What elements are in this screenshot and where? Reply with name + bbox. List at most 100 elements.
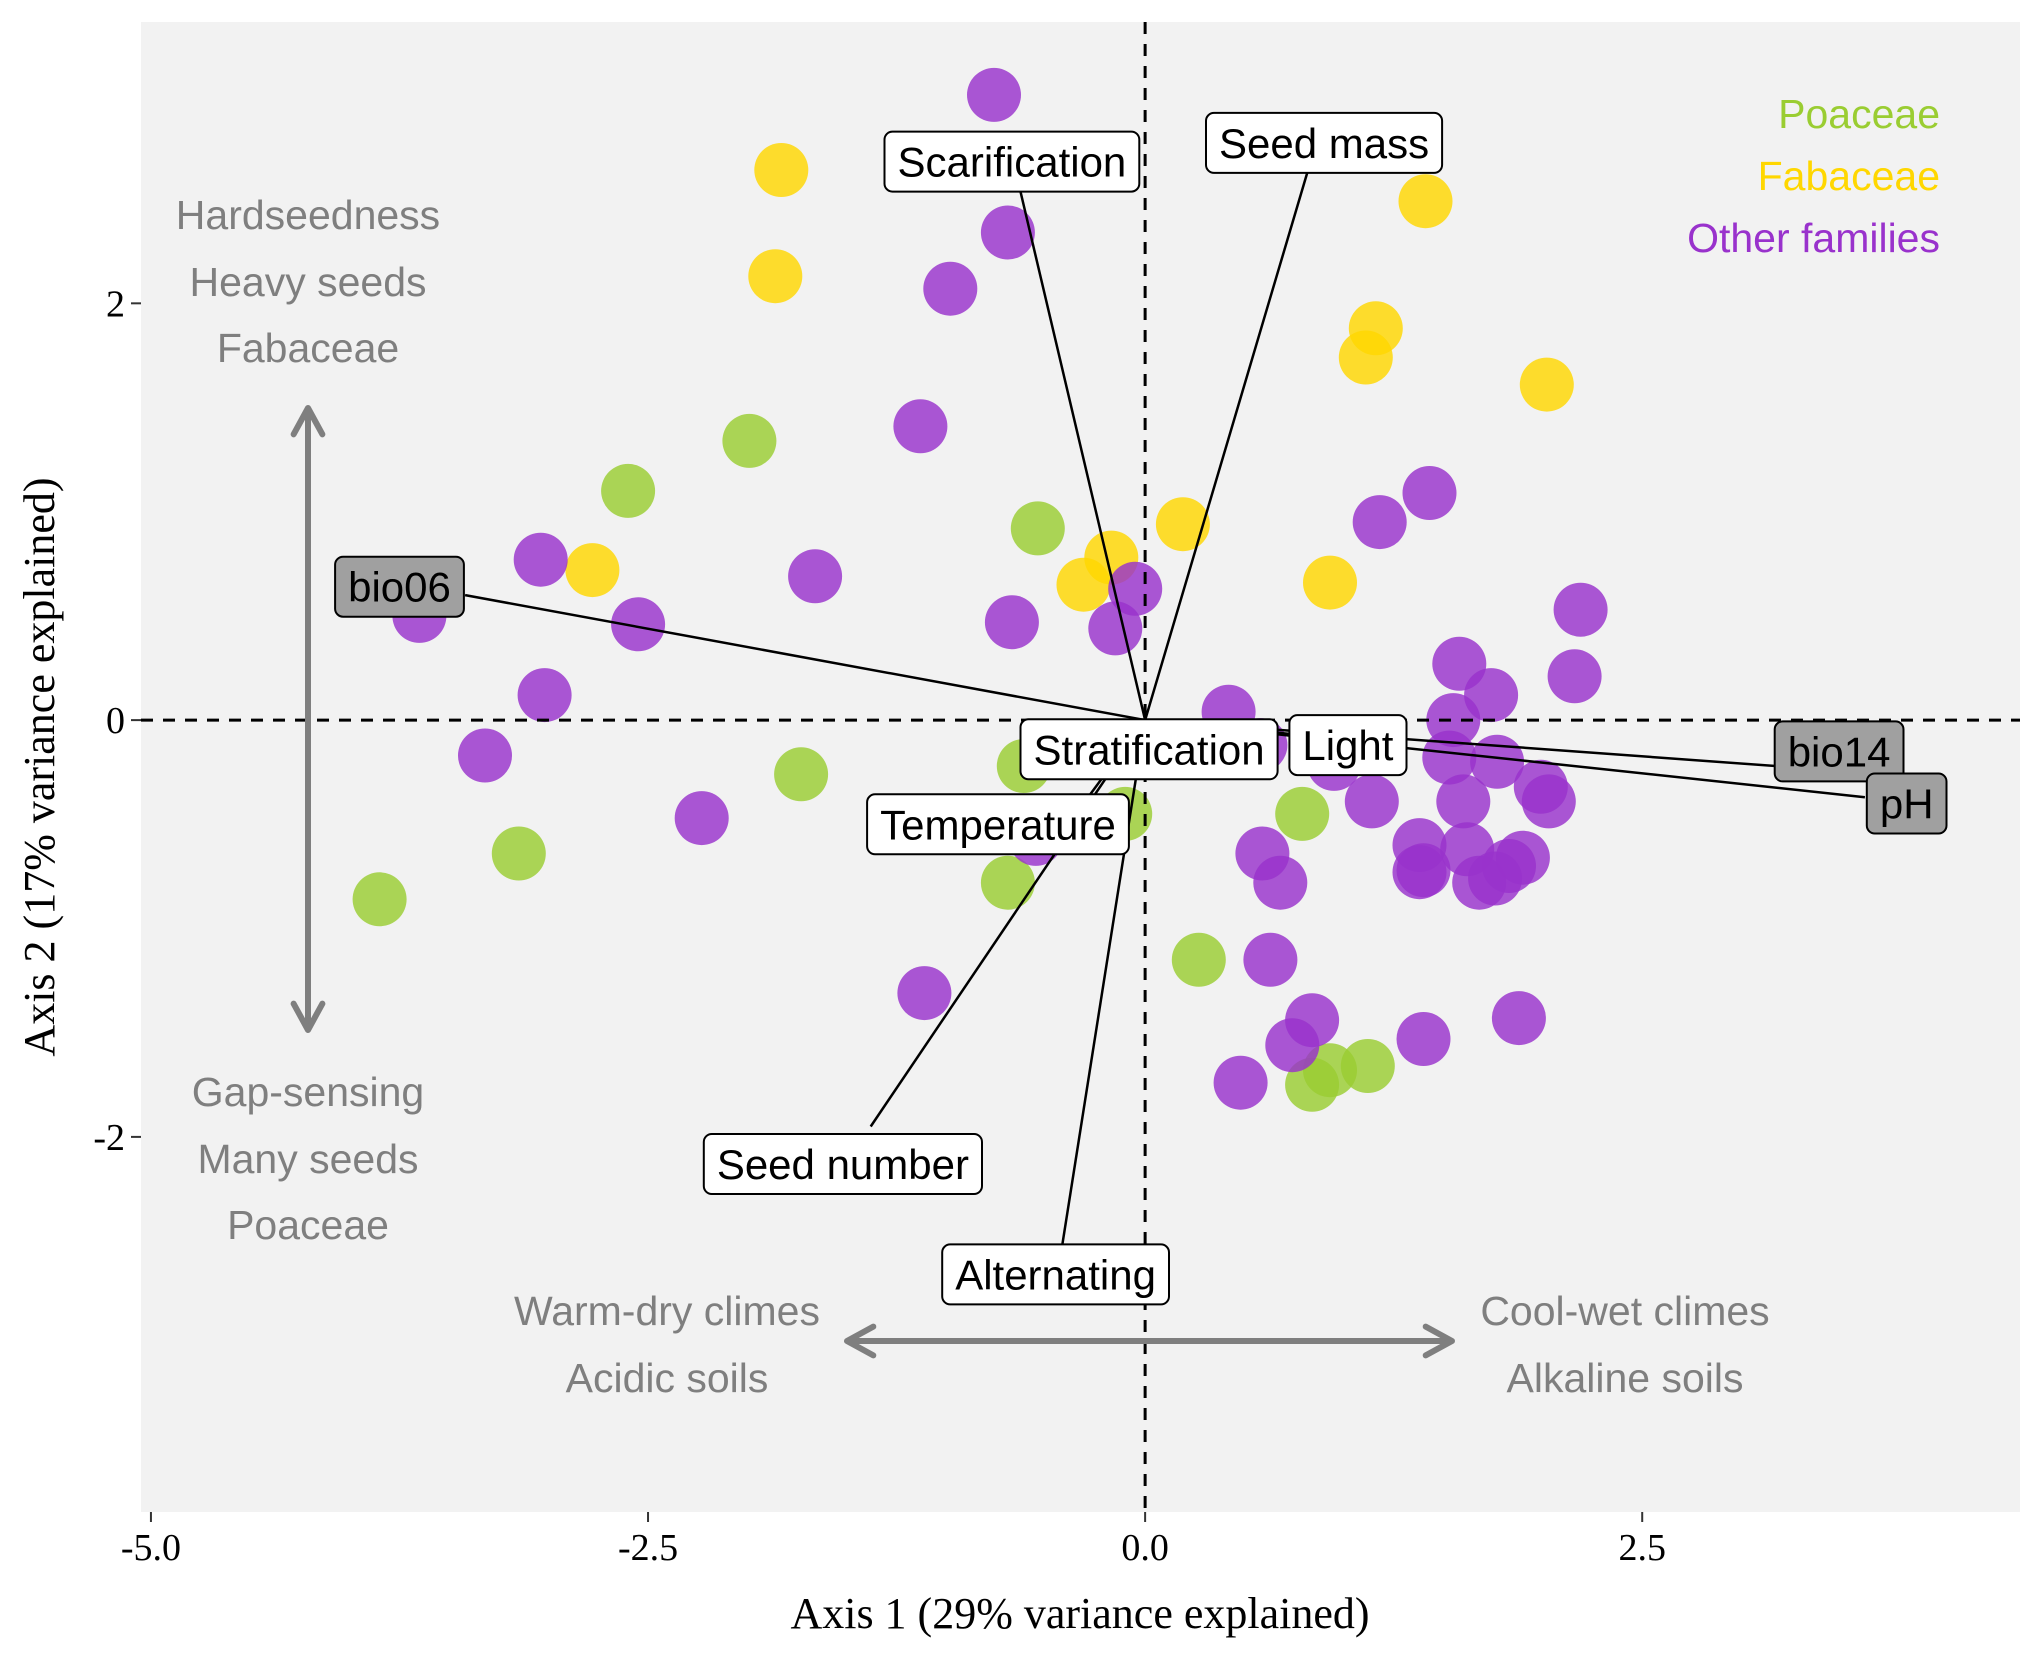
vector-label-stratification: Stratification [1034, 726, 1265, 773]
vector-label-box-bio06 [334, 555, 465, 618]
vector-label-ph: pH [1880, 781, 1934, 828]
legend-item-fabaceae: Fabaceae [1758, 153, 1940, 199]
point-poaceae [601, 463, 656, 518]
x-tick-label: 2.5 [1618, 1527, 1666, 1569]
legend-item-other-families: Other families [1687, 215, 1940, 261]
annotation-bottom-center-right-line: Alkaline soils [1507, 1355, 1744, 1401]
points-layer [352, 67, 1608, 1112]
point-other-families [1352, 495, 1407, 550]
x-tick-label: -2.5 [618, 1527, 678, 1569]
legend: Poaceae Fabaceae Other families [1687, 91, 1940, 261]
vector-label-temperature: Temperature [880, 801, 1116, 848]
legend-item-poaceae: Poaceae [1778, 91, 1940, 137]
point-fabaceae [1398, 174, 1453, 229]
point-other-families [1344, 774, 1399, 829]
point-poaceae [980, 855, 1035, 910]
annotation-top-left-line: Fabaceae [217, 325, 399, 371]
point-poaceae [1010, 501, 1065, 556]
vector-label-alternating: Alternating [955, 1251, 1156, 1298]
vector-label-box-bio14 [1773, 720, 1905, 783]
point-other-families [1108, 561, 1163, 616]
point-other-families [897, 966, 952, 1021]
point-fabaceae [754, 143, 809, 197]
point-fabaceae [1519, 357, 1574, 412]
point-fabaceae [1338, 330, 1393, 385]
point-other-families [1547, 649, 1602, 704]
point-fabaceae [1056, 557, 1111, 612]
point-other-families [1392, 845, 1447, 900]
point-fabaceae [565, 543, 620, 598]
annotation-bottom-center-left-line: Warm-dry climes [514, 1288, 820, 1334]
annotations: Hardseedness Heavy seeds Fabaceae Gap-sensi… [176, 192, 1770, 1401]
point-poaceae [722, 413, 777, 468]
annotation-bottom-left-line: Gap-sensing [192, 1069, 424, 1115]
annotation-bottom-center-left-line: Acidic soils [566, 1355, 769, 1401]
point-fabaceae [748, 249, 803, 304]
vector-label-bio14: bio14 [1788, 728, 1891, 775]
point-other-families [1470, 734, 1525, 789]
vector-line-seed-number [869, 719, 1147, 1128]
point-poaceae [1171, 932, 1226, 987]
point-other-families [1521, 774, 1576, 829]
point-other-families [923, 261, 978, 316]
point-other-families [1402, 466, 1457, 520]
vector-label-scarification: Scarification [898, 139, 1127, 186]
x-tick-label: -5.0 [121, 1527, 181, 1569]
point-poaceae [774, 747, 829, 802]
vector-label-box-ph [1865, 772, 1948, 835]
point-other-families [1491, 991, 1546, 1046]
axes: -5.0 -2.5 0.0 2.5 2 0 -2 [93, 283, 1666, 1569]
vector-label-box-temperature [866, 793, 1130, 856]
y-tick-label: 0 [106, 700, 125, 742]
x-tick-label: 0.0 [1121, 1527, 1169, 1569]
horizontal-double-arrow-head [1422, 1323, 1455, 1359]
point-other-families [1253, 855, 1308, 910]
point-other-families [984, 595, 1039, 650]
point-poaceae [352, 872, 407, 927]
y-tick-label: -2 [93, 1117, 125, 1159]
vector-line-seed-mass [1143, 142, 1318, 721]
annotation-top-left-line: Hardseedness [176, 192, 440, 238]
annotation-bottom-left-line: Many seeds [197, 1136, 418, 1182]
point-other-families [1213, 1055, 1268, 1110]
point-poaceae [1275, 786, 1330, 841]
point-poaceae [1340, 1039, 1395, 1093]
horizontal-double-arrow-head [844, 1323, 877, 1359]
point-other-families [513, 532, 568, 587]
vertical-double-arrow-head [290, 405, 326, 438]
vector-lines [464, 142, 1866, 1263]
point-other-families [517, 668, 572, 723]
point-other-families [1436, 774, 1491, 829]
point-fabaceae [1155, 497, 1210, 552]
x-axis-title: Axis 1 (29% variance explained) [790, 1589, 1369, 1638]
y-axis-title: Axis 2 (17% variance explained) [15, 477, 64, 1056]
vector-line-scarification [1012, 163, 1147, 721]
point-other-families [788, 549, 843, 604]
point-other-families [1396, 1012, 1451, 1066]
point-other-families [980, 205, 1035, 260]
point-other-families [611, 597, 666, 652]
point-other-families [1265, 1018, 1320, 1073]
vector-labels: Scarification Seed mass bio06 Stratificatio… [334, 111, 1948, 1306]
annotation-top-left-line: Heavy seeds [189, 259, 426, 305]
vector-label-box-seed-mass [1205, 111, 1444, 174]
vector-label-light: Light [1302, 722, 1393, 769]
vector-label-box-light [1288, 714, 1408, 777]
point-other-families [1553, 582, 1608, 637]
vector-label-box-scarification [883, 130, 1141, 193]
point-other-families [967, 67, 1021, 122]
vector-label-box-alternating [941, 1243, 1171, 1306]
vector-label-bio06: bio06 [348, 564, 451, 611]
point-fabaceae [1303, 555, 1357, 610]
annotation-arrows [290, 405, 1455, 1359]
annotation-bottom-left-line: Poaceae [227, 1202, 389, 1248]
vector-label-seed-mass: Seed mass [1219, 120, 1429, 167]
vertical-double-arrow-head [290, 1000, 326, 1033]
vector-label-seed-number: Seed number [717, 1141, 969, 1188]
annotation-bottom-center-right-line: Cool-wet climes [1480, 1288, 1769, 1334]
vector-line-alternating [1058, 719, 1147, 1263]
vector-label-box-seed-number [702, 1133, 983, 1195]
point-poaceae [491, 826, 546, 881]
point-other-families [458, 728, 512, 783]
